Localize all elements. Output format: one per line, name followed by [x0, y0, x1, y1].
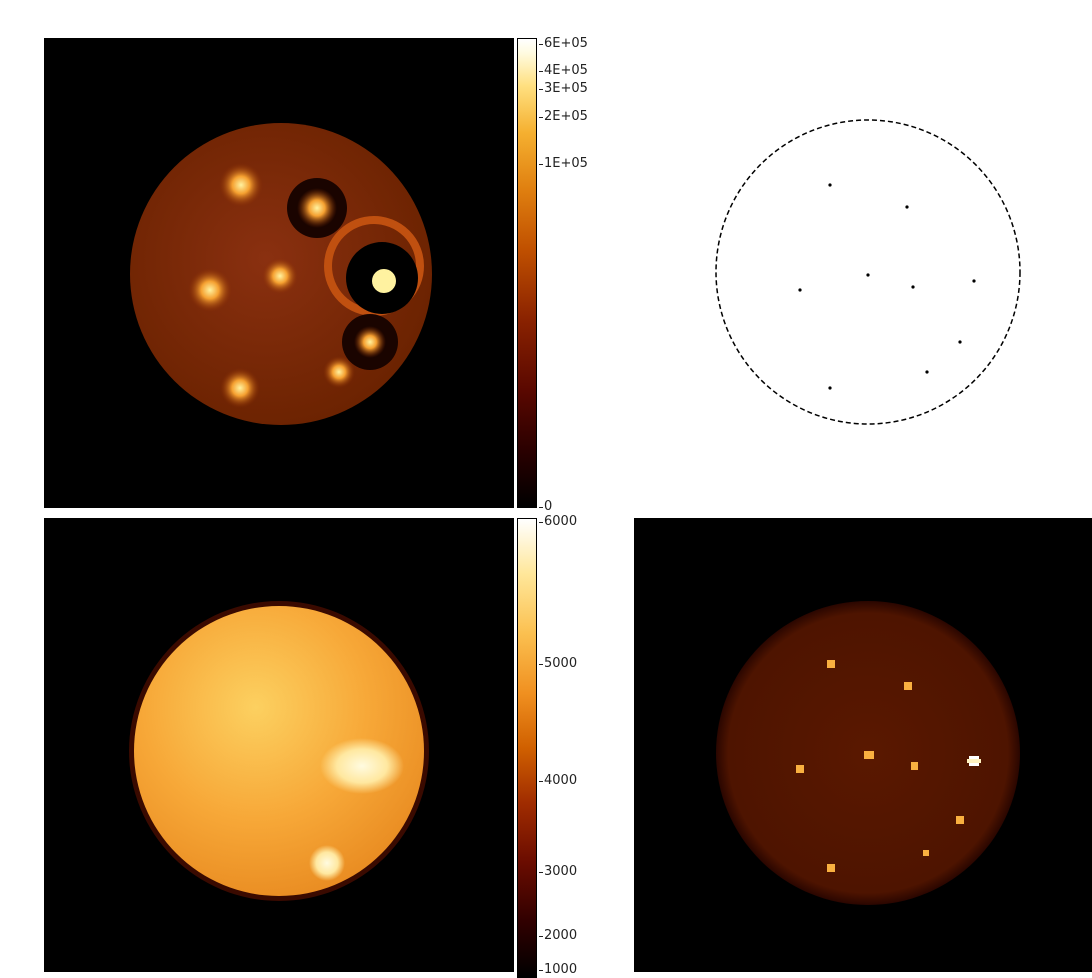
- hot-spots: [188, 163, 424, 408]
- bottom-left-temperature-map: [44, 518, 514, 972]
- brightest-spot: [372, 269, 396, 293]
- point-spot: [827, 660, 835, 668]
- spot-marker: [911, 285, 915, 289]
- top-colorbar: [517, 38, 537, 508]
- bottom-colorbar: [517, 518, 537, 978]
- spot-marker: [828, 386, 832, 390]
- hot-patch: [309, 845, 345, 881]
- point-spot: [904, 682, 912, 690]
- hot-patch: [320, 738, 404, 794]
- point-spot: [923, 850, 929, 856]
- brightest-point-spot-glow: [967, 759, 981, 763]
- point-spot: [827, 864, 835, 872]
- hot-spot: [188, 268, 232, 312]
- colorbar-tick-label: 6E+05: [539, 36, 588, 51]
- spot-marker: [972, 279, 976, 283]
- top-right-spot-locations: [715, 119, 1021, 425]
- temperature-map-svg: [129, 601, 429, 901]
- point-spots: [796, 660, 964, 872]
- spot-marker: [905, 205, 909, 209]
- planet-disk: [134, 606, 424, 896]
- colorbar-tick-label: 1000: [538, 962, 578, 977]
- disk-outline: [715, 119, 1021, 425]
- bottom-right-reconstruction: [634, 518, 1092, 972]
- hot-spot: [297, 188, 337, 228]
- colorbar-tick-label: 6000: [538, 514, 578, 529]
- spot-marker: [925, 370, 929, 374]
- colorbar-tick-label: 0: [538, 499, 553, 514]
- point-spot: [864, 751, 874, 759]
- colorbar-tick-label: 5000: [538, 656, 578, 671]
- hot-spot: [220, 368, 260, 408]
- colorbar-tick-label: 4E+05: [539, 63, 588, 78]
- spot-marker: [866, 273, 870, 277]
- hot-spot: [219, 163, 263, 207]
- hot-spot: [354, 326, 386, 358]
- colorbar-tick-label: 3000: [538, 864, 578, 879]
- colorbar-tick-label: 2000: [538, 928, 578, 943]
- colorbar-tick-label: 3E+05: [539, 81, 588, 96]
- spot-marker: [828, 183, 832, 187]
- point-spot: [911, 762, 918, 770]
- colorbar-tick-label: 4000: [538, 773, 578, 788]
- colorbar-tick-label: 2E+05: [539, 109, 588, 124]
- spot-markers: [798, 183, 976, 390]
- point-spot: [796, 765, 804, 773]
- point-spot: [956, 816, 964, 824]
- spot-marker: [958, 340, 962, 344]
- hot-spot: [323, 356, 355, 388]
- spot-marker: [798, 288, 802, 292]
- colorbar-tick-label: 1E+05: [539, 156, 588, 171]
- reconstruction-svg: [716, 601, 1020, 905]
- intensity-map-svg: [130, 123, 432, 425]
- top-left-intensity-map: [44, 38, 514, 508]
- hot-spot: [262, 258, 298, 294]
